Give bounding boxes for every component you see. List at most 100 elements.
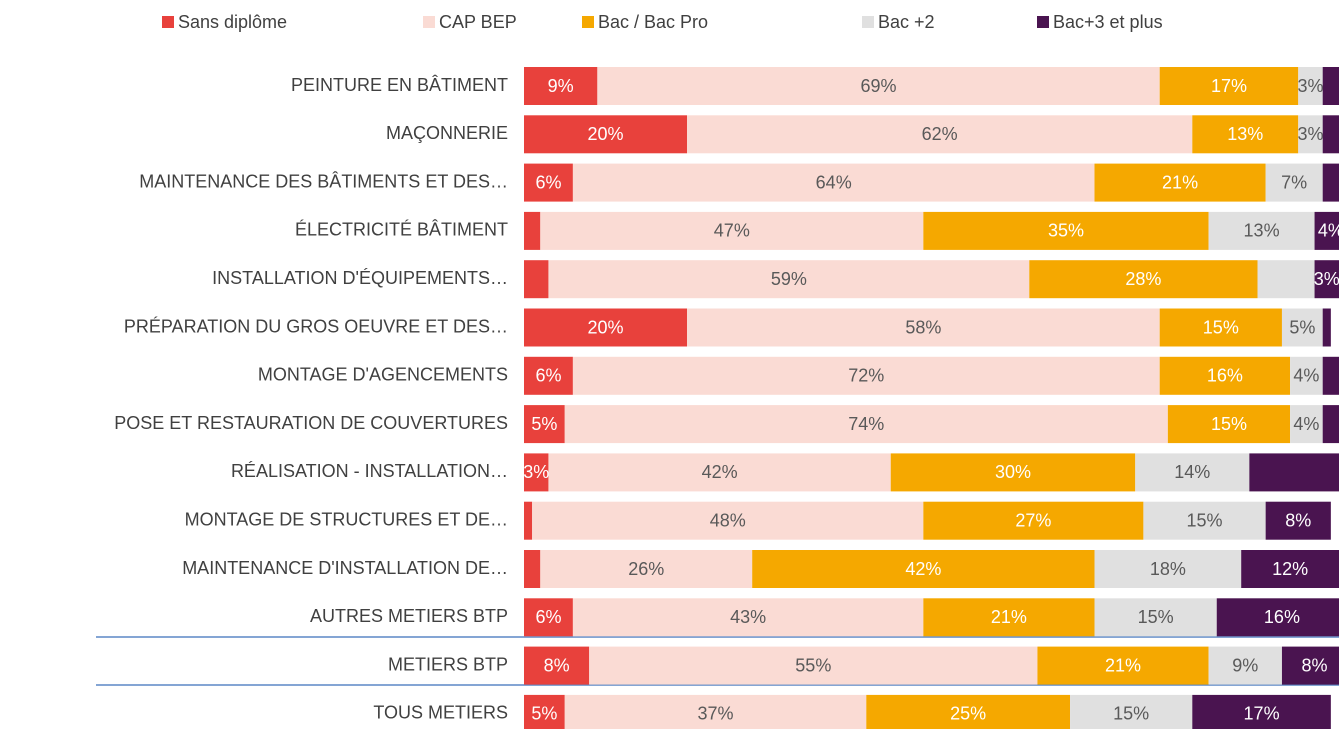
bar-segment [524,646,590,685]
data-label: 20% [587,317,623,337]
bar-segment [572,163,1095,202]
bar-segment [524,211,541,250]
data-label: 42% [702,462,738,482]
data-label: 3% [1297,76,1323,96]
data-label: 37% [698,704,734,724]
data-label: 6% [535,366,561,386]
bar-segment [1322,356,1339,395]
bar-segment [1094,550,1242,588]
bar-segment [524,405,565,444]
legend-label: Bac / Bac Pro [598,12,708,32]
data-label: 30% [995,462,1031,482]
legend-swatch [162,16,174,28]
data-label: 5% [531,704,557,724]
data-label: 17% [1244,704,1280,724]
bar-segment [1167,405,1291,444]
bar-segment [1290,356,1323,395]
data-label: 35% [1048,221,1084,241]
bar-segment [1192,694,1331,729]
legend-label: Sans diplôme [178,12,287,32]
category-label: TOUS METIERS [373,703,508,723]
bar-segment [524,453,549,492]
data-label: 14% [1174,462,1210,482]
data-label: 17% [1211,76,1247,96]
bar-segment [572,598,924,637]
data-label: 47% [714,221,750,241]
data-label: 25% [950,704,986,724]
data-label: 28% [1125,269,1161,289]
bar-segment [548,453,891,492]
category-label: MAINTENANCE D'INSTALLATION DE… [182,558,508,578]
data-label: 13% [1227,124,1263,144]
data-label: 9% [1232,655,1258,675]
category-label: MAINTENANCE DES BÂTIMENTS ET DES… [139,171,508,191]
bar-segment [524,550,541,588]
bar-segment [1029,260,1258,299]
data-label: 72% [848,366,884,386]
bar-segment [1241,550,1339,588]
data-label: 8% [1285,510,1311,530]
data-label: 15% [1203,317,1239,337]
bar-segment [687,308,1160,347]
bar-segment [589,646,1038,685]
data-label: 7% [1281,172,1307,192]
data-label: 21% [991,607,1027,627]
bar-segment [1314,260,1339,299]
bar-segment [1281,308,1323,347]
bar-segment [1322,163,1339,202]
bar-segment [1192,115,1299,154]
data-label: 69% [861,76,897,96]
data-label: 59% [771,269,807,289]
data-label: 58% [905,317,941,337]
bar-segment [532,501,924,540]
data-label: 64% [816,172,852,192]
bar-segment [540,211,924,250]
bar-segment [564,405,1168,444]
bar-segment [923,501,1144,540]
bar-segment [1290,405,1323,444]
legend-label: CAP BEP [439,12,517,32]
legend-swatch [1037,16,1049,28]
data-label: 15% [1138,607,1174,627]
data-label: 55% [795,655,831,675]
data-label: 16% [1207,366,1243,386]
bar-segment [524,598,573,637]
bar-segment [1322,115,1339,154]
bar-segment [1094,598,1217,637]
bar-segment [524,260,549,299]
bar-segment [524,115,687,154]
legend-swatch [582,16,594,28]
category-label: PRÉPARATION DU GROS OEUVRE ET DES… [124,316,508,336]
bar-segment [1159,67,1299,105]
data-label: 26% [628,559,664,579]
bar-segment [866,694,1071,729]
category-label: MAÇONNERIE [386,123,508,143]
bar-segment [1159,356,1291,395]
data-label: 4% [1318,221,1339,241]
data-label: 6% [535,172,561,192]
bar-segment [923,211,1209,250]
category-label: RÉALISATION - INSTALLATION… [231,461,508,481]
data-label: 15% [1211,414,1247,434]
data-label: 8% [1302,655,1328,675]
data-label: 18% [1150,559,1186,579]
bar-segment [1322,405,1339,444]
data-label: 27% [1015,510,1051,530]
bar-segment [1159,308,1282,347]
bar-segment [572,356,1160,395]
bar-segment [548,260,1030,299]
bar-segment [1298,115,1323,154]
data-label: 21% [1105,655,1141,675]
bar-segment [524,356,573,395]
bar-segment [1070,694,1193,729]
bar-segment [1249,453,1339,492]
legend-label: Bac +2 [878,12,935,32]
bar-segment [1265,163,1323,202]
bar-segment [752,550,1095,588]
bar-segment [1322,308,1331,347]
bar-segment [564,694,867,729]
legend-swatch [862,16,874,28]
bar-segment [1037,646,1209,685]
data-label: 16% [1264,607,1300,627]
data-label: 3% [1297,124,1323,144]
